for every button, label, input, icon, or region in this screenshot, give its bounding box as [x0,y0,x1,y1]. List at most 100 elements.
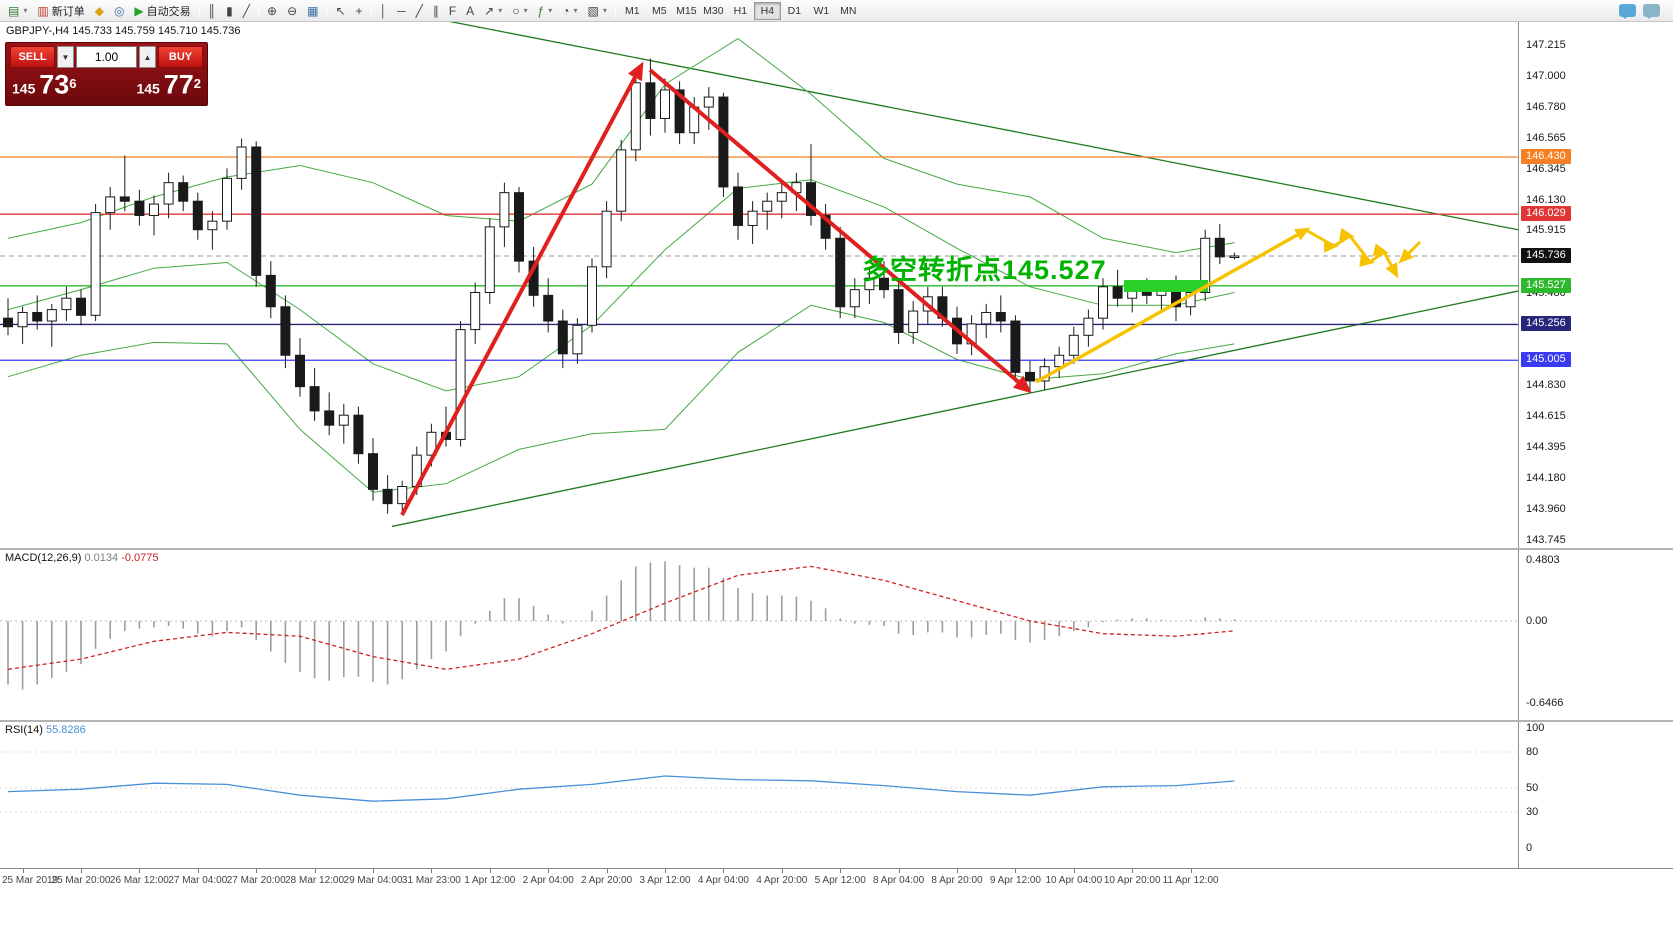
buy-button[interactable]: BUY [158,46,203,68]
line-chart-icon[interactable]: ╱ [238,1,255,21]
timeframe-w1-button[interactable]: W1 [808,2,835,20]
text-label-icon[interactable]: A [461,1,479,21]
time-axis-label: 4 Apr 04:00 [697,875,749,886]
bollinger-upper [7,37,1235,254]
shapes-tool-icon[interactable]: ○ ▾ [507,1,532,21]
price-scale-tick: 146.780 [1526,101,1566,114]
new-order-button[interactable]: ▥ 新订单 [32,1,89,21]
bollinger-lower [7,304,1235,493]
volume-increase-button[interactable]: ▲ [139,46,156,68]
turning-point-annotation: 多空转折点145.527 [862,255,1107,285]
rsi-scale-tick: 30 [1526,806,1539,818]
time-axis-label: 26 Mar 12:00 [109,875,169,886]
time-axis-label: 8 Apr 20:00 [931,875,983,886]
time-axis-tick [314,869,316,873]
macd-scale-tick: 0.4803 [1526,554,1560,566]
time-axis-tick [1073,869,1075,873]
yellow-small-arrow [1398,240,1422,264]
timeframe-m15-button[interactable]: M15 [673,2,700,20]
price-scale-tick: 146.345 [1526,163,1566,176]
chat-icon[interactable] [1619,4,1636,19]
community-icon[interactable] [1643,4,1660,19]
chart-area: GBPJPY-,H4 145.733 145.759 145.710 145.7… [0,22,1673,548]
bar-chart-icon[interactable]: ║ [203,1,222,21]
macd-name: MACD(12,26,9) [5,552,82,564]
fibonacci-icon[interactable]: F [444,1,461,21]
zoom-in-icon[interactable]: ⊕ [262,1,282,21]
macd-scale[interactable]: 0.4803 0.00 -0.6466 [1519,550,1673,720]
arrows-tool-icon[interactable]: ↗ ▾ [479,1,507,21]
ask-prefix: 145 [136,80,164,97]
indicators-icon[interactable]: ƒ ▾ [533,1,558,21]
time-axis-tick [373,869,374,873]
tile-windows-icon: ▦ [307,3,319,18]
market-watch-icon[interactable]: ◆ [90,1,109,21]
periods-icon[interactable]: ◔ ▾ [557,1,582,21]
price-level-label: 146.430 [1521,148,1571,164]
time-axis-label: 2 Apr 20:00 [581,875,633,886]
timeframe-d1-button[interactable]: D1 [781,2,808,20]
rsi-scale-tick: 100 [1526,722,1545,734]
tile-windows-icon[interactable]: ▦ [302,1,323,21]
price-scale[interactable]: 147.215 147.000 146.780 146.565 146.345 146.1… [1519,22,1673,548]
rsi-label: RSI(14) 55.8286 [5,724,86,736]
time-axis-tick [665,869,666,873]
price-scale-tick: 143.745 [1526,534,1566,546]
autotrading-button[interactable]: ▶ 自动交易 [129,1,195,21]
panel-divider[interactable] [0,720,1673,722]
zoom-in-icon: ⊕ [267,3,278,18]
timeframe-mn-button[interactable]: MN [835,2,862,20]
yellow-forecast-zigzag [1305,227,1399,279]
sell-button[interactable]: SELL [10,46,55,68]
rsi-chart[interactable] [0,722,1518,868]
vertical-line-icon[interactable]: │ [375,1,393,21]
toolbar-separator [198,3,200,18]
crosshair-icon[interactable]: + [351,1,368,21]
equidistant-channel-icon[interactable]: ∥ [428,1,444,21]
candlestick-chart-icon[interactable]: ▮ [221,1,238,21]
zoom-out-icon[interactable]: ⊖ [282,1,302,21]
rsi-scale-tick: 50 [1526,782,1539,794]
time-axis-tick [81,869,82,873]
templates-icon[interactable]: ▧ ▾ [582,1,611,21]
time-axis-tick [723,869,725,873]
time-axis-label: 10 Apr 20:00 [1103,875,1161,886]
bid-main-digits: 73 [39,69,70,100]
timeframe-h4-button[interactable]: H4 [753,1,781,20]
horizontal-line-icon[interactable]: ─ [392,1,411,21]
bid-pip-digit: 6 [69,76,77,91]
red-down-arrow [648,68,1032,394]
new-chart-icon: ▤ [8,3,20,18]
data-window-icon[interactable]: ◎ [109,1,129,21]
time-axis-tick [431,869,433,873]
red-up-arrow [400,61,644,516]
panel-divider[interactable] [0,548,1673,550]
time-axis[interactable]: 25 Mar 2019 25 Mar 20:00 26 Mar 12:00 27 Ma… [0,868,1673,949]
time-axis-tick [139,869,141,873]
periods-icon: ◔ [562,3,570,18]
dropdown-arrow-icon: ▾ [498,6,503,15]
timeframe-m1-button[interactable]: M1 [619,2,646,20]
trendline-icon[interactable]: ╱ [411,1,428,21]
timeframe-m5-button[interactable]: M5 [646,2,673,20]
new-chart-icon[interactable]: ▤ ▾ [3,1,32,21]
time-axis-tick [957,869,958,873]
cursor-icon[interactable]: ↖ [330,1,350,21]
price-scale-tick: 143.960 [1526,503,1566,516]
macd-chart[interactable] [0,550,1518,720]
timeframe-h1-button[interactable]: H1 [727,2,754,20]
time-axis-label: 8 Apr 04:00 [873,875,925,886]
drawings-layer [400,61,1422,516]
toolbar-separator [614,3,616,18]
volume-input[interactable] [76,46,137,68]
timeframe-m30-button[interactable]: M30 [700,2,727,20]
price-chart[interactable] [0,22,1518,548]
trade-panel-prices: 145 736 145 772 [10,69,203,104]
horizontal-line-icon: ─ [397,3,406,18]
indicators-icon: ƒ [537,3,545,18]
time-axis-tick [197,869,199,873]
rsi-scale[interactable]: 100 80 50 30 0 [1519,722,1673,868]
time-axis-label: 11 Apr 12:00 [1162,875,1219,886]
volume-decrease-button[interactable]: ▼ [57,46,74,68]
